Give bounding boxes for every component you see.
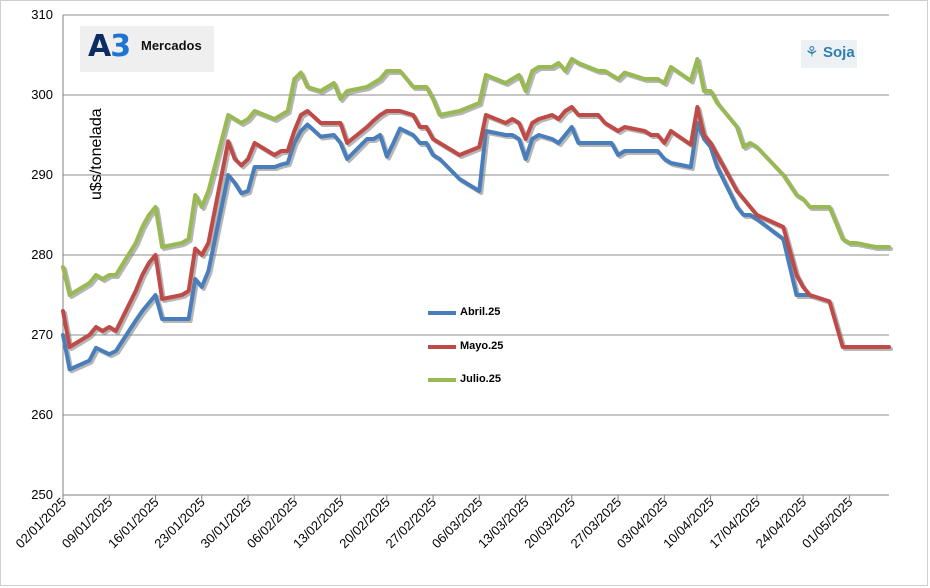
y-tick-label: 270 <box>31 327 53 342</box>
legend-label-mayo: Mayo.25 <box>460 340 504 352</box>
gridlines <box>63 14 889 416</box>
y-tick-label: 260 <box>31 407 53 422</box>
legend-label-abril: Abril.25 <box>460 306 501 318</box>
y-tick-label: 250 <box>31 487 53 502</box>
logo-text: Mercados <box>141 38 202 53</box>
y-tick-label: 280 <box>31 247 53 262</box>
series-lines <box>61 57 893 374</box>
y-tick-label: 290 <box>31 167 53 182</box>
a3-mercados-logo: A3 Mercados <box>80 26 214 72</box>
logo-mark-letter: A <box>88 29 111 64</box>
axes <box>62 15 889 500</box>
soja-badge: ⚘ Soja <box>801 40 857 68</box>
logo-mark-digit: 3 <box>110 29 131 64</box>
series-shadow-julio <box>63 59 893 299</box>
y-tick-label: 300 <box>31 87 53 102</box>
legend-label-julio: Julio.25 <box>460 373 501 385</box>
y-axis-tick-labels: 250 260 270 280 290 300 310 <box>31 7 53 502</box>
soja-badge-label: Soja <box>823 44 855 61</box>
y-tick-label: 310 <box>31 7 53 22</box>
legend-swatch-abril <box>428 311 456 315</box>
legend-swatch-mayo <box>428 345 456 349</box>
series-line-julio <box>61 57 891 297</box>
wheat-icon: ⚘ <box>805 44 819 61</box>
series-line-abril <box>61 121 812 372</box>
legend-swatch-julio <box>428 378 456 382</box>
y-axis-label: u$s/tonelada <box>88 108 105 200</box>
x-axis-tick-labels: 02/01/202509/01/202516/01/202523/01/2025… <box>12 495 855 552</box>
x-tick-label: 01/05/2025 <box>799 495 856 552</box>
logo-mark: A3 <box>88 29 131 64</box>
series-line-mayo <box>61 105 891 349</box>
